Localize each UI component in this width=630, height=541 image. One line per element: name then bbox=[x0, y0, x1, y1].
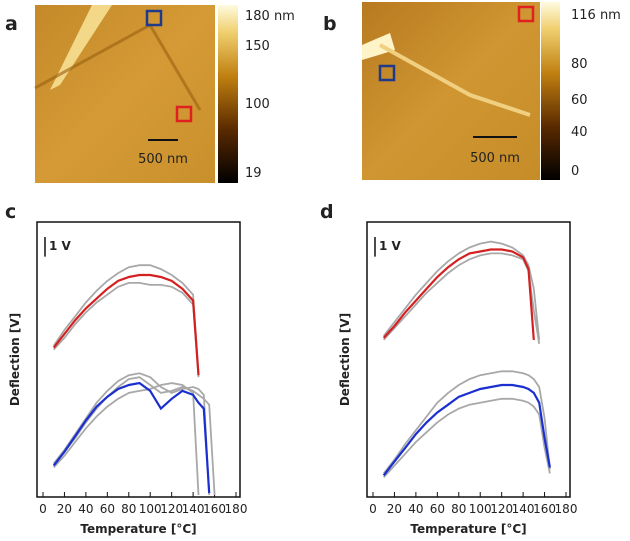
colorbar-tick-label: 80 bbox=[571, 57, 588, 72]
scale-bar-label: 500 nm bbox=[470, 151, 520, 166]
x-axis-label: Temperature [°C] bbox=[410, 522, 526, 536]
data-line bbox=[382, 248, 535, 340]
x-tick-label: 60 bbox=[100, 502, 115, 516]
x-tick-label: 140 bbox=[182, 502, 205, 516]
x-tick-label: 20 bbox=[387, 502, 402, 516]
plot-frame bbox=[366, 221, 571, 498]
data-line bbox=[382, 240, 541, 340]
x-tick-label: 140 bbox=[512, 502, 535, 516]
x-tick-label: 100 bbox=[139, 502, 162, 516]
x-axis-label: Temperature [°C] bbox=[80, 522, 196, 536]
data-line bbox=[53, 382, 200, 496]
colorbar bbox=[541, 2, 560, 180]
data-line bbox=[52, 381, 211, 494]
marker bbox=[145, 9, 163, 27]
data-line bbox=[52, 264, 200, 374]
data-line bbox=[383, 252, 541, 344]
x-tick-label: 0 bbox=[369, 502, 377, 516]
flake bbox=[50, 5, 112, 90]
marker bbox=[517, 5, 535, 23]
scale-bar-label: 1 V bbox=[49, 239, 72, 253]
step-edge bbox=[379, 43, 531, 117]
x-tick-label: 180 bbox=[555, 502, 578, 516]
scale-bar-label: 500 nm bbox=[138, 152, 188, 167]
x-tick-label: 20 bbox=[57, 502, 72, 516]
marker bbox=[175, 105, 193, 123]
data-line bbox=[383, 397, 551, 479]
flake bbox=[362, 33, 395, 60]
x-tick-label: 180 bbox=[225, 502, 248, 516]
colorbar-tick-label: 116 nm bbox=[571, 8, 621, 23]
y-axis-label: Deflection [V] bbox=[338, 313, 352, 406]
panel-label: b bbox=[323, 13, 337, 35]
x-tick-label: 120 bbox=[490, 502, 513, 516]
colorbar-tick-label: 40 bbox=[571, 125, 588, 140]
data-line bbox=[52, 372, 211, 496]
afm-image bbox=[362, 2, 540, 180]
x-tick-label: 160 bbox=[203, 502, 226, 516]
data-line bbox=[382, 370, 551, 474]
colorbar-tick-label: 60 bbox=[571, 93, 588, 108]
plot-frame bbox=[36, 221, 241, 498]
data-line bbox=[382, 383, 551, 477]
x-tick-label: 160 bbox=[533, 502, 556, 516]
x-tick-label: 0 bbox=[39, 502, 47, 516]
data-line bbox=[52, 273, 200, 376]
colorbar bbox=[218, 5, 238, 183]
panel-label: a bbox=[5, 13, 18, 35]
data-line bbox=[53, 282, 200, 378]
afm-image bbox=[35, 5, 215, 183]
x-tick-label: 80 bbox=[121, 502, 136, 516]
colorbar-tick-label: 0 bbox=[571, 164, 579, 179]
colorbar-tick-label: 180 nm bbox=[245, 9, 295, 24]
panel-label: d bbox=[320, 201, 334, 223]
colorbar-tick-label: 150 bbox=[245, 39, 270, 54]
x-tick-label: 80 bbox=[451, 502, 466, 516]
x-tick-label: 40 bbox=[408, 502, 423, 516]
marker bbox=[378, 64, 396, 82]
scale-bar-label: 1 V bbox=[379, 239, 402, 253]
colorbar-tick-label: 100 bbox=[245, 97, 270, 112]
data-line bbox=[52, 376, 216, 496]
x-tick-label: 120 bbox=[160, 502, 183, 516]
y-axis-label: Deflection [V] bbox=[8, 313, 22, 406]
panel-label: c bbox=[5, 201, 16, 223]
x-tick-label: 40 bbox=[78, 502, 93, 516]
x-tick-label: 60 bbox=[430, 502, 445, 516]
x-tick-label: 100 bbox=[469, 502, 492, 516]
colorbar-tick-label: 19 bbox=[245, 166, 262, 181]
